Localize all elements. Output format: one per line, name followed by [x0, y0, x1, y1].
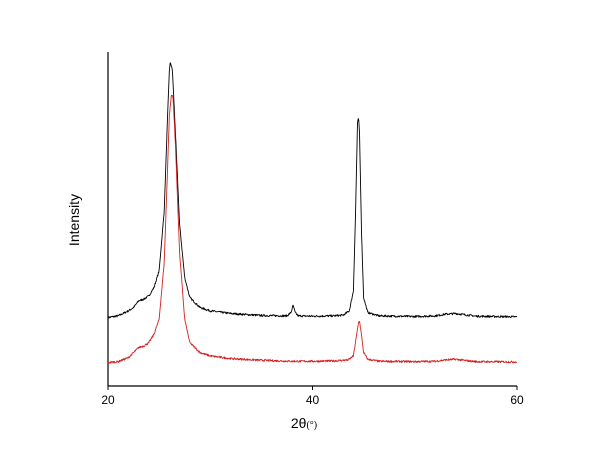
x-tick-label: 40	[306, 393, 320, 407]
x-axis-label: 2θ(°)	[291, 415, 317, 431]
series-line-1	[107, 62, 518, 319]
x-axis-label-symbol: 2θ	[291, 415, 307, 431]
x-tick-label: 60	[510, 393, 524, 407]
y-axis-label: Intensity	[66, 194, 82, 246]
series-layer	[107, 62, 518, 364]
x-axis-label-unit: (°)	[306, 420, 317, 431]
x-tick-label: 20	[101, 393, 115, 407]
x-ticks: 20 40 60	[101, 386, 524, 407]
series-line-2	[107, 94, 518, 364]
axes	[107, 52, 517, 387]
